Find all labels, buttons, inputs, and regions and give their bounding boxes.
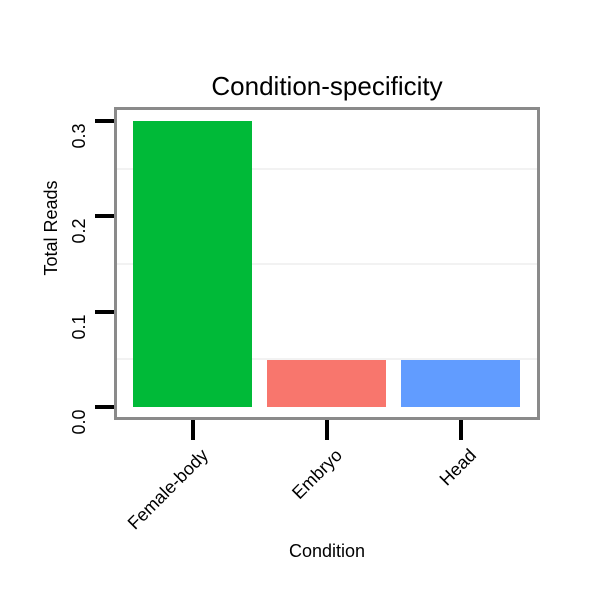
x-axis-title: Condition: [288, 541, 366, 561]
y-axis-tick: [95, 214, 114, 219]
y-axis-tick-label: 0.0: [69, 409, 89, 435]
y-axis-title: Total Reads: [41, 180, 61, 276]
x-axis-tick: [324, 420, 329, 440]
y-axis-tick: [95, 405, 114, 409]
y-axis-tick-label: 0.3: [69, 123, 89, 149]
bar-female-body: [133, 121, 252, 407]
y-axis-tick-label: 0.1: [69, 314, 89, 340]
x-axis-tick: [458, 420, 463, 440]
x-axis-tick: [190, 420, 195, 440]
chart-title: Condition-specificity: [211, 71, 443, 101]
y-axis-tick: [95, 309, 114, 314]
bar-head: [401, 360, 520, 407]
y-axis-tick: [95, 119, 114, 123]
bar-embryo: [267, 360, 386, 407]
minor-gridline: [117, 358, 537, 361]
plot-panel-border: [114, 107, 540, 420]
minor-gridline: [117, 263, 537, 265]
minor-gridline: [117, 167, 537, 170]
y-axis-tick-label: 0.2: [69, 218, 89, 244]
